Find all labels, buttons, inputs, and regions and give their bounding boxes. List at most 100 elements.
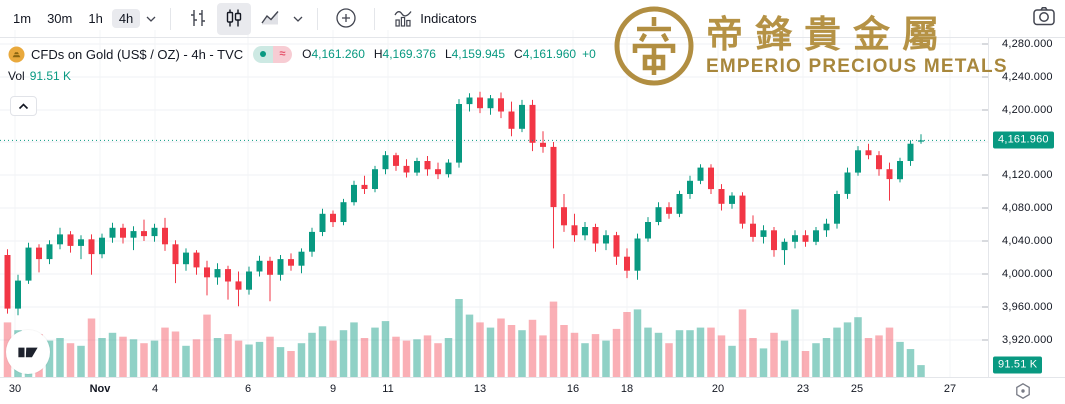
time-axis-label: 16 (566, 383, 580, 395)
candle-body (67, 234, 74, 246)
price-axis-label: 4,280.000 (1002, 38, 1053, 50)
candle-body (687, 180, 693, 194)
volume-bar (812, 343, 820, 377)
candle-body (655, 207, 662, 222)
axis-settings-button[interactable] (1014, 382, 1032, 404)
volume-bar (119, 336, 127, 377)
volume-bar (717, 335, 726, 377)
area-chart-type-button[interactable] (253, 3, 287, 35)
volume-bars (3, 299, 925, 377)
volume-bar (518, 330, 526, 377)
indicators-icon (392, 7, 414, 31)
volume-bar (318, 326, 327, 377)
candlestick-chart-type-button[interactable] (217, 2, 252, 35)
price-axis-label: 4,240.000 (1002, 71, 1053, 83)
interval-button-4h[interactable]: 4h (111, 9, 141, 28)
bar-chart-type-button[interactable] (181, 3, 215, 35)
volume-bar (686, 330, 694, 377)
volume-bar (413, 339, 421, 377)
price-axis-label: 3,960.000 (1002, 301, 1053, 313)
volume-bar (402, 340, 411, 377)
volume-bar (129, 339, 138, 377)
volume-bar (560, 325, 568, 377)
candle-body (435, 169, 441, 175)
price-axis-label: 4,120.000 (1002, 169, 1053, 181)
time-axis[interactable]: 30 Nov 4 6 9 11 13 16 18 20 23 25 27 (0, 377, 1065, 404)
candle-body (477, 97, 483, 109)
indicators-button[interactable]: Indicators (385, 4, 483, 34)
volume-bar (192, 339, 201, 377)
time-axis-label: 9 (329, 383, 337, 395)
symbol-title[interactable]: CFDs on Gold (US$ / OZ) - 4h - TVC (31, 46, 244, 62)
volume-bar (360, 338, 369, 377)
volume-bar (602, 340, 610, 377)
interval-chevron-down-icon[interactable] (142, 14, 160, 24)
gold-coin-icon (8, 46, 25, 63)
candle-body (235, 281, 242, 290)
time-axis-label: 30 (8, 383, 22, 395)
tradingview-watermark-icon (6, 330, 50, 374)
collapse-legend-button[interactable] (10, 96, 37, 116)
volume-bar (549, 301, 558, 377)
volume-bar (696, 327, 705, 377)
volume-bar (381, 321, 390, 377)
camera-icon (1032, 7, 1056, 32)
chart-area[interactable] (0, 0, 988, 377)
candle-body (697, 167, 704, 181)
candle-body (508, 111, 515, 129)
candle-body (802, 235, 809, 242)
candle-body (15, 280, 21, 309)
volume-bar (213, 338, 222, 377)
candle-body (466, 97, 473, 105)
approx-icon: ≈ (272, 45, 293, 63)
time-axis-label: Nov (89, 383, 111, 395)
price-axis[interactable]: 4,280.000 4,240.000 4,200.000 4,120.000 4,08… (988, 38, 1065, 377)
candle-body (582, 227, 588, 236)
volume-bar (108, 332, 117, 377)
volume-bar (633, 309, 642, 377)
change-value: +0 (582, 47, 596, 61)
volume-bar (749, 338, 757, 377)
volume-bar (66, 343, 75, 377)
candle-body (340, 202, 347, 222)
candle-body (634, 238, 641, 271)
gear-icon (1014, 383, 1032, 404)
volume-bar (255, 341, 264, 377)
candle-body (141, 231, 147, 237)
volume-bar (623, 312, 631, 377)
chart-type-chevron-down-icon[interactable] (289, 14, 307, 24)
screenshot-button[interactable] (1032, 5, 1056, 33)
status-dot-icon (253, 45, 273, 63)
candle-body (109, 227, 116, 238)
volume-bar (297, 343, 306, 377)
interval-button-30m[interactable]: 30m (40, 9, 79, 28)
volume-bar (77, 345, 85, 377)
volume-bar (392, 336, 400, 377)
volume-bar (896, 341, 904, 377)
candle-body (823, 223, 830, 231)
chart-canvas (0, 30, 988, 377)
symbol-legend: CFDs on Gold (US$ / OZ) - 4h - TVC ≈ O4,… (8, 44, 596, 64)
candle-body (193, 252, 200, 268)
volume-bar (287, 351, 295, 377)
time-axis-label: 13 (473, 383, 487, 395)
interval-group: 1m 30m 1h 4h (6, 9, 141, 28)
interval-button-1m[interactable]: 1m (6, 9, 38, 28)
volume-bar (864, 338, 873, 377)
indicators-label: Indicators (420, 11, 477, 26)
interval-button-1h[interactable]: 1h (81, 9, 109, 28)
candle-body (204, 267, 210, 278)
volume-bar (56, 338, 64, 377)
compare-add-button[interactable] (328, 2, 364, 36)
candle-body (666, 207, 672, 214)
candle-body (246, 271, 252, 290)
volume-bar (234, 340, 243, 377)
volume-bar (539, 335, 547, 377)
time-axis-label: 11 (382, 383, 394, 395)
market-status-toggle[interactable]: ≈ (253, 45, 293, 63)
candle-body (414, 161, 420, 173)
candle-body (445, 162, 452, 175)
candle-body (550, 146, 557, 208)
time-axis-label: 6 (244, 383, 252, 395)
volume-bar (665, 343, 673, 377)
